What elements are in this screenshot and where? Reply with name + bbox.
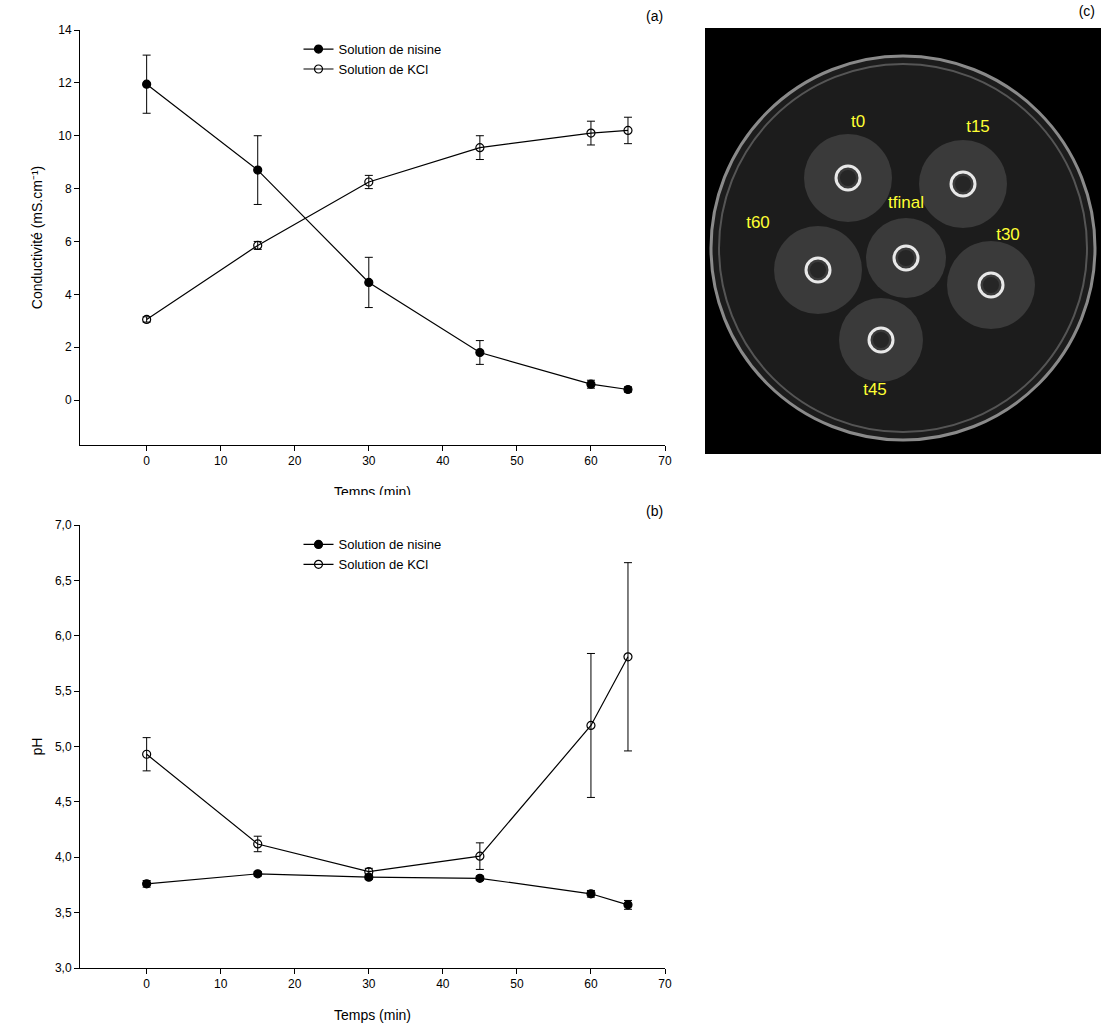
svg-text:4,0: 4,0 <box>55 850 72 864</box>
svg-text:40: 40 <box>436 977 450 991</box>
svg-text:(a): (a) <box>646 8 663 24</box>
svg-text:Temps (min): Temps (min) <box>334 1007 411 1023</box>
svg-text:40: 40 <box>436 454 450 468</box>
svg-text:t30: t30 <box>996 225 1020 244</box>
svg-text:4: 4 <box>65 288 72 302</box>
svg-text:3,0: 3,0 <box>55 961 72 975</box>
svg-text:6,0: 6,0 <box>55 629 72 643</box>
svg-text:4,5: 4,5 <box>55 795 72 809</box>
svg-text:30: 30 <box>362 977 376 991</box>
svg-text:(c): (c) <box>1079 3 1095 19</box>
svg-text:60: 60 <box>584 977 598 991</box>
svg-text:0: 0 <box>143 977 150 991</box>
svg-text:Solution de nisine: Solution de nisine <box>339 42 442 57</box>
svg-text:10: 10 <box>214 454 228 468</box>
svg-text:14: 14 <box>58 23 72 37</box>
svg-text:t15: t15 <box>966 117 990 136</box>
svg-text:60: 60 <box>584 454 598 468</box>
svg-text:50: 50 <box>510 977 524 991</box>
svg-text:30: 30 <box>362 454 376 468</box>
svg-text:tfinal: tfinal <box>888 193 924 212</box>
svg-text:pH: pH <box>29 738 45 756</box>
svg-text:3,5: 3,5 <box>55 906 72 920</box>
svg-text:t45: t45 <box>863 380 887 399</box>
svg-text:8: 8 <box>65 182 72 196</box>
svg-text:Solution de nisine: Solution de nisine <box>339 537 442 552</box>
svg-text:t0: t0 <box>851 112 865 131</box>
svg-text:12: 12 <box>58 76 72 90</box>
svg-text:2: 2 <box>65 340 72 354</box>
svg-text:6,5: 6,5 <box>55 574 72 588</box>
svg-text:20: 20 <box>288 977 302 991</box>
svg-text:70: 70 <box>658 454 672 468</box>
svg-text:Solution de KCl: Solution de KCl <box>339 62 429 77</box>
svg-text:50: 50 <box>510 454 524 468</box>
svg-text:5,0: 5,0 <box>55 740 72 754</box>
svg-text:(b): (b) <box>646 503 663 519</box>
svg-text:Solution de KCl: Solution de KCl <box>339 557 429 572</box>
svg-text:5,5: 5,5 <box>55 684 72 698</box>
svg-text:70: 70 <box>658 977 672 991</box>
svg-text:Conductivité (mS.cm⁻¹): Conductivité (mS.cm⁻¹) <box>29 166 45 309</box>
svg-text:0: 0 <box>65 393 72 407</box>
svg-text:t60: t60 <box>746 213 770 232</box>
svg-text:10: 10 <box>58 129 72 143</box>
svg-text:0: 0 <box>143 454 150 468</box>
svg-text:10: 10 <box>214 977 228 991</box>
svg-text:7,0: 7,0 <box>55 518 72 532</box>
svg-text:20: 20 <box>288 454 302 468</box>
svg-text:Temps (min): Temps (min) <box>334 484 411 500</box>
svg-text:6: 6 <box>65 235 72 249</box>
